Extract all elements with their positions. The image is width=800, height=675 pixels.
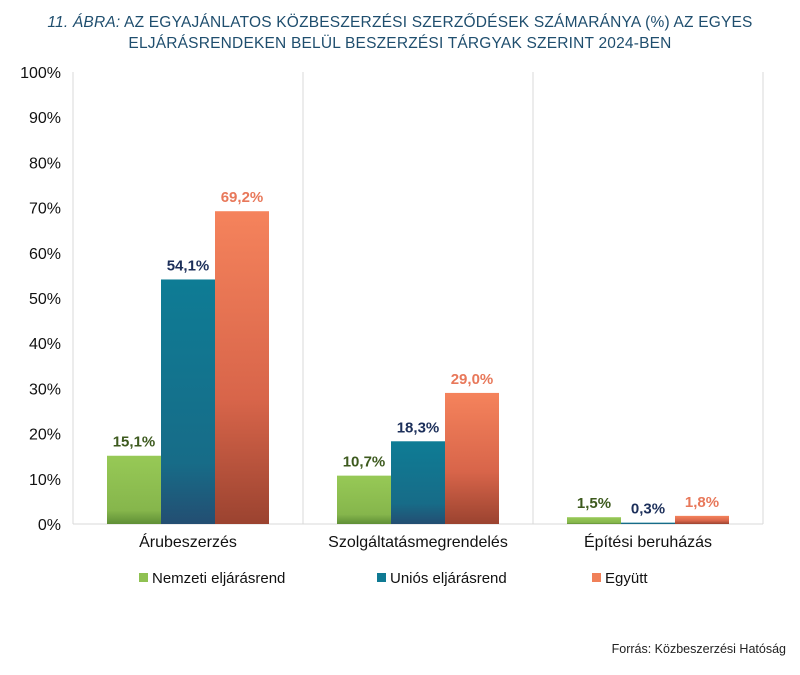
legend-label: Együtt xyxy=(605,570,648,587)
data-label: 0,3% xyxy=(631,501,665,518)
y-tick-label: 70% xyxy=(29,201,61,218)
data-label: 1,5% xyxy=(577,495,611,512)
y-tick-label: 80% xyxy=(29,155,61,172)
bar xyxy=(391,441,445,524)
y-tick-label: 30% xyxy=(29,381,61,398)
x-category-label: Szolgáltatásmegrendelés xyxy=(328,534,508,551)
y-tick-label: 60% xyxy=(29,246,61,263)
bar xyxy=(107,455,161,524)
y-tick-label: 0% xyxy=(38,517,61,534)
bar xyxy=(445,392,499,524)
legend-label: Nemzeti eljárásrend xyxy=(152,570,285,587)
chart-title-line2: ELJÁRÁSRENDEKEN BELÜL BESZERZÉSI TÁRGYAK… xyxy=(128,35,672,52)
x-category-label: Építési beruházás xyxy=(584,532,712,551)
y-tick-label: 10% xyxy=(29,472,61,489)
y-tick-label: 50% xyxy=(29,291,61,308)
legend-swatch xyxy=(377,573,386,582)
data-label: 10,7% xyxy=(343,454,386,471)
data-label: 1,8% xyxy=(685,494,719,511)
data-label: 18,3% xyxy=(397,419,440,436)
legend-label: Uniós eljárásrend xyxy=(390,570,507,587)
legend-swatch xyxy=(592,573,601,582)
y-tick-label: 90% xyxy=(29,110,61,127)
legend-swatch xyxy=(139,573,148,582)
y-tick-label: 40% xyxy=(29,336,61,353)
bar xyxy=(675,515,729,524)
chart-title-prefix: 11. ÁBRA: xyxy=(47,14,121,31)
source-note: Forrás: Közbeszerzési Hatóság xyxy=(611,642,786,656)
bar xyxy=(161,279,215,524)
y-tick-label: 100% xyxy=(20,65,61,82)
bar xyxy=(567,517,621,524)
bar xyxy=(337,475,391,524)
data-label: 29,0% xyxy=(451,371,494,388)
x-category-label: Árubeszerzés xyxy=(139,532,237,551)
data-label: 69,2% xyxy=(221,189,264,206)
y-tick-label: 20% xyxy=(29,427,61,444)
data-label: 54,1% xyxy=(167,257,210,274)
bar xyxy=(621,522,675,524)
chart-title-line1: AZ EGYAJÁNLATOS KÖZBESZERZÉSI SZERZŐDÉSE… xyxy=(120,14,753,31)
data-label: 15,1% xyxy=(113,434,156,451)
bar xyxy=(215,211,269,524)
chart-title: 11. ÁBRA: AZ EGYAJÁNLATOS KÖZBESZERZÉSI … xyxy=(0,12,800,54)
